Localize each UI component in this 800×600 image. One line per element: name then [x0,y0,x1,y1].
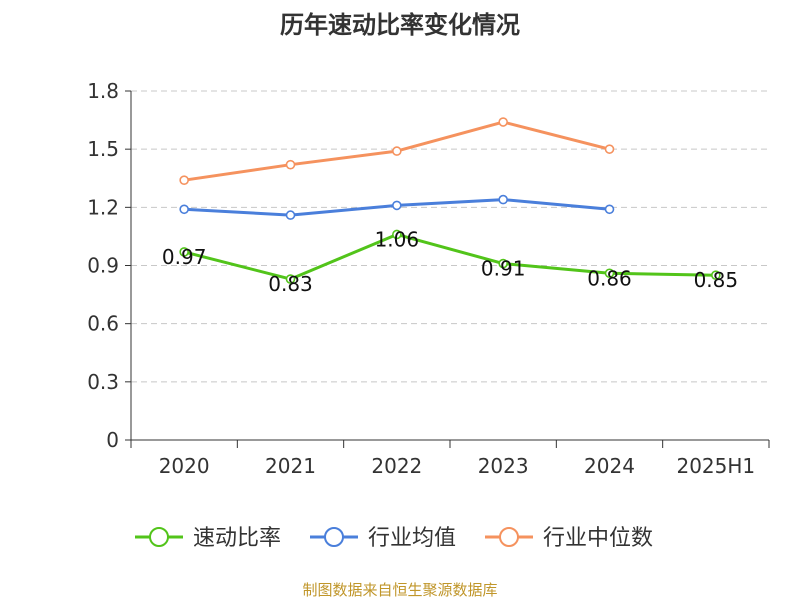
data-point[interactable] [392,200,402,211]
data-point[interactable] [285,210,296,220]
y-tick-label: 0.3 [87,370,119,394]
data-point[interactable] [498,117,508,127]
legend[interactable]: 速动比率 行业均值 行业中位数 [135,526,653,551]
data-point[interactable] [392,229,402,240]
data-point[interactable] [392,146,402,156]
y-tick-label: 0.6 [87,312,119,336]
series-line-0 [182,232,718,281]
legend-item[interactable]: 行业中位数 [485,526,653,551]
x-tick-label: 2023 [478,454,529,478]
y-tick-label: 0.9 [87,254,119,278]
data-point[interactable] [604,204,615,215]
source-note: 制图数据来自恒生聚源数据库 [302,581,497,599]
legend-item[interactable]: 速动比率 [135,526,281,551]
data-point[interactable] [498,258,508,269]
data-label: 1.06 [375,227,420,251]
data-point[interactable] [179,204,189,215]
data-point[interactable] [285,159,296,170]
series-lines [179,117,721,284]
grid-lines [131,90,769,383]
y-tick-label: 1.2 [87,195,119,219]
data-label: 0.97 [162,245,207,269]
legend-label: 速动比率 [193,526,281,551]
data-point[interactable] [285,274,296,284]
data-point[interactable] [498,194,508,205]
legend-marker [499,527,519,547]
chart-title: 历年速动比率变化情况 [280,11,520,39]
data-label: 0.83 [268,272,313,296]
data-point[interactable] [179,247,189,257]
data-labels: 0.97 0.83 1.06 0.91 0.86 0.85 [162,227,738,296]
axes: 0 0.3 0.6 0.9 1.2 1.5 1.8 2020 2021 2022 2023 2024 2… [87,79,770,478]
legend-label: 行业中位数 [543,526,653,551]
x-tick-label: 2021 [265,454,316,478]
x-tick-label: 2025H1 [676,454,755,478]
data-point[interactable] [179,175,189,185]
legend-marker [324,527,344,547]
data-point[interactable] [604,144,615,154]
y-tick-label: 1.8 [87,79,119,103]
data-label: 0.85 [694,268,739,292]
x-tick-label: 2020 [159,454,210,478]
x-tick-label: 2022 [371,454,422,478]
legend-item[interactable]: 行业均值 [310,526,456,551]
x-tick-label: 2024 [584,454,635,478]
y-tick-label: 1.5 [87,137,119,161]
data-point[interactable] [604,268,615,279]
data-point[interactable] [711,270,721,280]
legend-label: 行业均值 [368,526,456,551]
legend-marker [149,527,169,547]
data-label: 0.91 [481,257,526,281]
y-tick-label: 0 [106,428,119,452]
data-label: 0.86 [587,266,632,290]
